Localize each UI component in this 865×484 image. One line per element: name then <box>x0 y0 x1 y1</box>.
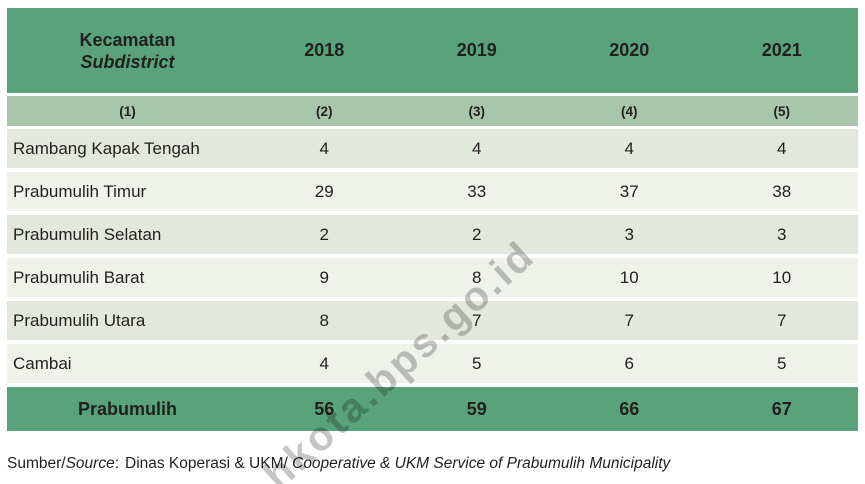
total-value-cell: 59 <box>466 398 487 419</box>
source-value: Dinas Koperasi & UKM/ Cooperative & UKM … <box>125 455 670 472</box>
table-row: Prabumulih Barat 9 8 10 10 <box>7 258 858 297</box>
value-cell: 4 <box>319 353 329 373</box>
table-row: Prabumulih Selatan 2 2 3 3 <box>7 215 858 254</box>
value-cell: 7 <box>472 310 482 330</box>
value-cell: 5 <box>777 353 787 373</box>
column-number-row: (1) (2) (3) (4) (5) <box>7 96 858 126</box>
value-cell: 10 <box>619 267 639 287</box>
value-cell: 10 <box>772 267 792 287</box>
column-number: (4) <box>621 103 638 119</box>
value-cell: 7 <box>777 310 787 330</box>
source-label-id: Sumber/ <box>7 455 66 472</box>
header-label-id: Kecamatan <box>79 29 176 50</box>
table-row: Cambai 4 5 6 5 <box>7 344 858 383</box>
value-cell: 3 <box>624 224 634 244</box>
value-cell: 38 <box>772 181 792 201</box>
column-number: (5) <box>773 103 791 119</box>
year-header-2020: 2020 <box>609 40 650 60</box>
header-label-en: Subdistrict <box>80 51 175 72</box>
total-name: Prabumulih <box>77 398 177 419</box>
subdistrict-name: Prabumulih Selatan <box>13 224 162 244</box>
total-value-cell: 66 <box>619 398 640 419</box>
subdistrict-name: Rambang Kapak Tengah <box>13 138 200 158</box>
value-cell: 29 <box>314 181 334 201</box>
value-cell: 8 <box>319 310 329 330</box>
column-number: (3) <box>468 103 486 119</box>
value-cell: 4 <box>777 138 787 158</box>
subdistrict-name: Prabumulih Barat <box>13 267 145 287</box>
table-total-row: Prabumulih 56 59 66 67 <box>7 387 858 431</box>
total-value-cell: 56 <box>314 398 335 419</box>
value-cell: 2 <box>472 224 482 244</box>
year-header-2018: 2018 <box>304 40 345 60</box>
subdistrict-header-cell: Kecamatan Subdistrict <box>7 8 248 93</box>
source-note: Sumber/Source: Dinas Koperasi & UKM/ Coop… <box>7 454 670 474</box>
table-row: Prabumulih Utara 8 7 7 7 <box>7 301 858 340</box>
source-value-id: Dinas Koperasi & UKM/ <box>125 455 288 472</box>
subdistrict-name: Prabumulih Utara <box>13 310 146 330</box>
value-cell: 9 <box>319 267 329 287</box>
table-row: Rambang Kapak Tengah 4 4 4 4 <box>7 129 858 168</box>
value-cell: 4 <box>472 138 482 158</box>
source-value-en: Cooperative & UKM Service of Prabumulih … <box>287 455 671 472</box>
source-colon: : <box>114 455 120 472</box>
year-header-2021: 2021 <box>761 40 802 60</box>
year-header-2019: 2019 <box>456 40 497 60</box>
value-cell: 8 <box>472 267 482 287</box>
source-label: Sumber/Source: <box>7 454 125 474</box>
source-label-en: Source <box>65 455 115 472</box>
table-row: Prabumulih Timur 29 33 37 38 <box>7 172 858 211</box>
value-cell: 5 <box>472 353 482 373</box>
statistics-table: Kecamatan Subdistrict 2018 2019 2020 202… <box>7 8 858 431</box>
subdistrict-name: Prabumulih Timur <box>13 181 147 201</box>
column-number: (2) <box>316 103 333 119</box>
table-header-row: Kecamatan Subdistrict 2018 2019 2020 202… <box>7 8 858 93</box>
value-cell: 4 <box>319 138 329 158</box>
value-cell: 7 <box>624 310 634 330</box>
value-cell: 37 <box>619 181 639 201</box>
total-value-cell: 67 <box>771 398 792 419</box>
column-number: (1) <box>119 103 136 119</box>
subdistrict-name: Cambai <box>13 353 72 373</box>
value-cell: 33 <box>467 181 487 201</box>
value-cell: 6 <box>624 353 634 373</box>
value-cell: 3 <box>777 224 787 244</box>
value-cell: 4 <box>624 138 634 158</box>
value-cell: 2 <box>319 224 329 244</box>
